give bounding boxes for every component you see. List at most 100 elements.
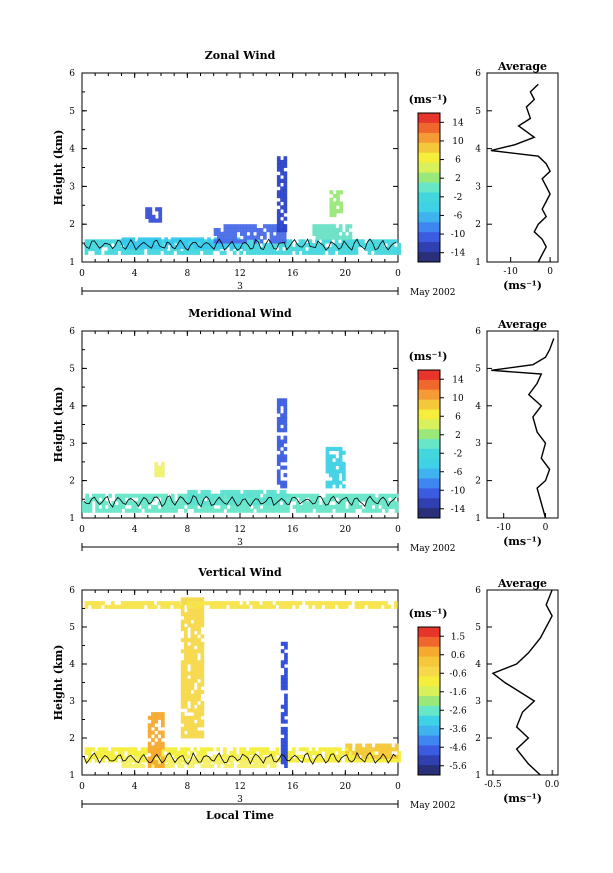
- average-profile-line: [491, 589, 553, 776]
- heatmap-cell: [190, 704, 195, 709]
- heatmap-cell: [276, 235, 280, 240]
- heatmap-cell: [85, 504, 89, 509]
- heatmap-cell: [127, 604, 132, 609]
- heatmap-cell: [141, 237, 145, 242]
- heatmap-cell: [236, 228, 241, 233]
- heatmap-cell: [357, 758, 362, 763]
- heatmap-cell: [283, 405, 288, 410]
- heatmap-cell: [200, 493, 205, 498]
- heatmap-cell: [286, 504, 290, 509]
- heatmap-cell: [180, 250, 184, 255]
- heatmap-cell: [207, 760, 211, 765]
- heatmap-cell: [147, 749, 152, 754]
- heatmap-cell: [280, 719, 285, 724]
- heatmap-cell: [170, 763, 175, 768]
- heatmap-cell: [381, 493, 386, 498]
- colorbar-segment: [418, 222, 440, 233]
- heatmap-cell: [197, 719, 201, 724]
- heatmap-cell: [161, 465, 165, 470]
- heatmap-cell: [283, 171, 288, 176]
- heatmap-cell: [246, 497, 251, 502]
- heatmap-cell: [371, 246, 375, 252]
- colorbar-segment: [418, 370, 440, 381]
- heatmap-cell: [282, 493, 287, 498]
- heatmap-cell: [371, 508, 376, 513]
- heatmap-cell: [286, 508, 290, 513]
- heatmap-cell: [190, 682, 195, 687]
- heatmap-cell: [101, 239, 105, 244]
- heatmap-cell: [167, 508, 172, 513]
- heatmap-cell: [397, 250, 401, 255]
- heatmap-cell: [240, 508, 244, 513]
- x-tick-label: 16: [287, 269, 299, 279]
- heatmap-cell: [157, 465, 162, 470]
- heatmap-cell: [265, 250, 270, 255]
- heatmap-cell: [193, 627, 198, 632]
- heatmap-cell: [180, 245, 185, 250]
- heatmap-cell: [276, 212, 281, 218]
- heatmap-cell: [390, 239, 395, 244]
- heatmap-cell: [256, 231, 261, 236]
- heatmap-cell: [184, 693, 188, 698]
- heatmap-cell: [335, 469, 340, 474]
- heatmap-cell: [200, 682, 205, 687]
- heatmap-cell: [230, 231, 234, 236]
- heatmap-cell: [283, 224, 288, 229]
- heatmap-cell: [240, 228, 244, 233]
- heatmap-cell: [280, 428, 284, 433]
- heatmap-cell: [111, 754, 115, 759]
- heatmap-cell: [331, 604, 336, 609]
- heatmap-cell: [140, 747, 145, 752]
- heatmap-cell: [381, 747, 386, 752]
- heatmap-cell: [184, 649, 188, 654]
- heatmap-cell: [223, 239, 228, 244]
- heatmap-cell: [124, 237, 129, 242]
- heatmap-cell: [243, 760, 247, 765]
- heatmap-cell: [249, 508, 254, 513]
- heatmap-cell: [157, 752, 162, 757]
- heatmap-cell: [161, 741, 165, 746]
- heatmap-cell: [256, 763, 261, 768]
- heatmap-cell: [276, 409, 281, 414]
- heatmap-cell: [127, 747, 132, 752]
- heatmap-cell: [108, 504, 112, 509]
- heatmap-cell: [240, 501, 244, 506]
- heatmap-cell: [298, 601, 303, 606]
- heatmap-cell: [299, 504, 303, 509]
- heatmap-cell: [284, 678, 288, 683]
- heatmap-cell: [148, 218, 153, 223]
- heatmap-cell: [292, 751, 296, 756]
- heatmap-cell: [107, 239, 112, 244]
- heatmap-cell: [84, 751, 89, 756]
- y-tick-label: 1: [69, 771, 75, 781]
- heatmap-cell: [240, 493, 244, 498]
- heatmap-cell: [328, 446, 333, 451]
- heatmap-cell: [345, 224, 349, 229]
- heatmap-cell: [283, 439, 288, 444]
- heatmap-cell: [131, 508, 136, 513]
- heatmap-cell: [332, 209, 337, 214]
- heatmap-cell: [217, 245, 221, 250]
- heatmap-cell: [187, 689, 191, 694]
- heatmap-cell: [190, 504, 195, 509]
- heatmap-cell: [325, 469, 330, 474]
- heatmap-cell: [387, 239, 392, 244]
- heatmap-cell: [387, 250, 392, 255]
- heatmap-cell: [280, 756, 285, 761]
- heatmap-cell: [187, 660, 191, 665]
- heatmap-cell: [141, 501, 145, 506]
- heatmap-cell: [311, 243, 316, 248]
- heatmap-cell: [193, 601, 197, 606]
- heatmap-cell: [144, 501, 149, 506]
- heatmap-cell: [193, 693, 198, 698]
- heatmap-cell: [197, 734, 201, 739]
- heatmap-cell: [105, 501, 109, 506]
- heatmap-cell: [200, 241, 205, 246]
- heatmap-cell: [134, 763, 139, 768]
- heatmap-cell: [226, 601, 230, 606]
- heatmap-cell: [157, 493, 162, 498]
- heatmap-cell: [243, 228, 247, 233]
- heatmap-cell: [85, 493, 89, 498]
- heatmap-cell: [160, 751, 164, 756]
- heatmap-cell: [187, 608, 191, 613]
